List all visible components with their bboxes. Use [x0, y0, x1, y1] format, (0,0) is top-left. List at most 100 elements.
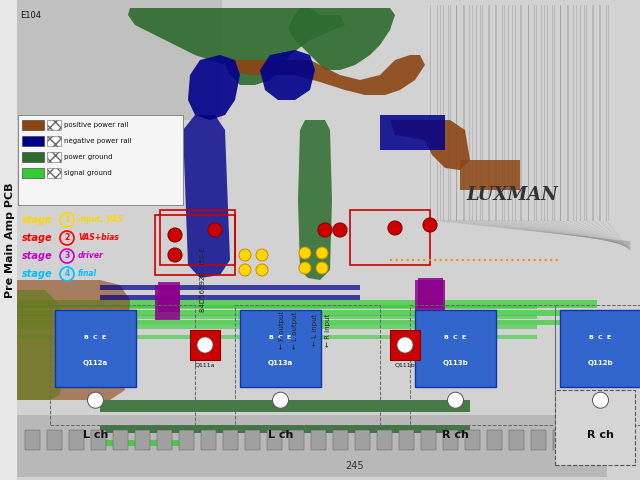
- Bar: [415, 280, 445, 315]
- Bar: [17, 0, 222, 120]
- Bar: [47, 430, 62, 450]
- Bar: [289, 430, 304, 450]
- Bar: [25, 430, 40, 450]
- Bar: [155, 215, 235, 275]
- Polygon shape: [128, 8, 345, 85]
- Bar: [55, 310, 136, 387]
- Polygon shape: [17, 280, 130, 400]
- Bar: [47, 120, 61, 130]
- Bar: [22, 168, 44, 178]
- Text: stage: stage: [22, 215, 52, 225]
- Bar: [311, 430, 326, 450]
- Text: driver: driver: [78, 252, 104, 261]
- Bar: [235, 305, 380, 425]
- Text: Q113a: Q113a: [268, 360, 293, 366]
- Bar: [100, 400, 470, 412]
- Bar: [575, 430, 590, 450]
- Bar: [245, 430, 260, 450]
- Bar: [50, 305, 195, 425]
- Bar: [553, 430, 568, 450]
- Bar: [91, 430, 106, 450]
- Text: Q111a: Q111a: [195, 362, 215, 368]
- Text: stage: stage: [22, 269, 52, 279]
- Text: Q112a: Q112a: [83, 360, 108, 366]
- Bar: [201, 430, 216, 450]
- Bar: [421, 430, 436, 450]
- Bar: [555, 305, 640, 425]
- Bar: [47, 152, 61, 162]
- Text: ← R output: ← R output: [279, 311, 285, 349]
- Text: VAS+bias: VAS+bias: [78, 233, 119, 242]
- Bar: [531, 430, 546, 450]
- Bar: [17, 320, 597, 325]
- Bar: [418, 278, 443, 308]
- Polygon shape: [183, 115, 230, 278]
- Text: B  C  E: B C E: [84, 335, 107, 340]
- Bar: [509, 430, 524, 450]
- Text: R ch: R ch: [442, 430, 469, 440]
- Bar: [415, 310, 496, 387]
- Bar: [17, 315, 537, 319]
- Polygon shape: [288, 8, 395, 70]
- Polygon shape: [188, 55, 240, 120]
- Bar: [555, 390, 635, 465]
- Text: B  C  E: B C E: [444, 335, 467, 340]
- Bar: [47, 168, 61, 178]
- Bar: [100, 285, 360, 290]
- Polygon shape: [225, 55, 425, 95]
- Polygon shape: [390, 120, 470, 170]
- Bar: [390, 330, 420, 360]
- Text: stage: stage: [22, 233, 52, 243]
- Bar: [22, 120, 44, 130]
- Text: B  C  E: B C E: [269, 335, 292, 340]
- Polygon shape: [17, 290, 65, 400]
- Bar: [350, 210, 430, 265]
- Circle shape: [299, 262, 311, 274]
- Text: 1: 1: [65, 216, 70, 225]
- Circle shape: [168, 248, 182, 262]
- Bar: [155, 285, 180, 320]
- Bar: [380, 115, 445, 150]
- Bar: [22, 152, 44, 162]
- Circle shape: [299, 247, 311, 259]
- Bar: [135, 430, 150, 450]
- Bar: [17, 415, 607, 477]
- Text: Q113b: Q113b: [443, 360, 468, 366]
- Bar: [17, 335, 537, 339]
- Text: 2: 2: [65, 233, 70, 242]
- Bar: [17, 300, 597, 308]
- Bar: [157, 430, 172, 450]
- Circle shape: [316, 262, 328, 274]
- Circle shape: [333, 223, 347, 237]
- Bar: [100, 295, 360, 300]
- Bar: [17, 310, 597, 316]
- Bar: [460, 160, 520, 190]
- Bar: [190, 330, 220, 360]
- Bar: [18, 115, 183, 205]
- Text: input, VAS: input, VAS: [78, 216, 123, 225]
- Text: 84D56592F - I5S-E: 84D56592F - I5S-E: [200, 248, 206, 312]
- Text: 245: 245: [346, 461, 364, 471]
- Text: Pre Main Amp PCB: Pre Main Amp PCB: [5, 182, 15, 298]
- Text: ← L input: ← L input: [312, 314, 318, 346]
- Text: Q111b: Q111b: [395, 362, 415, 368]
- Circle shape: [397, 337, 413, 353]
- Text: Q112b: Q112b: [588, 360, 613, 366]
- Circle shape: [168, 228, 182, 242]
- Circle shape: [256, 264, 268, 276]
- Bar: [160, 210, 235, 265]
- Bar: [267, 430, 282, 450]
- Polygon shape: [260, 50, 315, 100]
- Circle shape: [88, 392, 104, 408]
- Bar: [333, 430, 348, 450]
- Circle shape: [593, 392, 609, 408]
- Polygon shape: [298, 120, 332, 280]
- Text: LUXMAN: LUXMAN: [466, 186, 558, 204]
- Text: L ch: L ch: [268, 430, 293, 440]
- Text: E104: E104: [20, 11, 41, 20]
- Circle shape: [208, 223, 222, 237]
- Bar: [223, 430, 238, 450]
- Circle shape: [423, 218, 437, 232]
- Bar: [69, 430, 84, 450]
- Bar: [0, 0, 17, 480]
